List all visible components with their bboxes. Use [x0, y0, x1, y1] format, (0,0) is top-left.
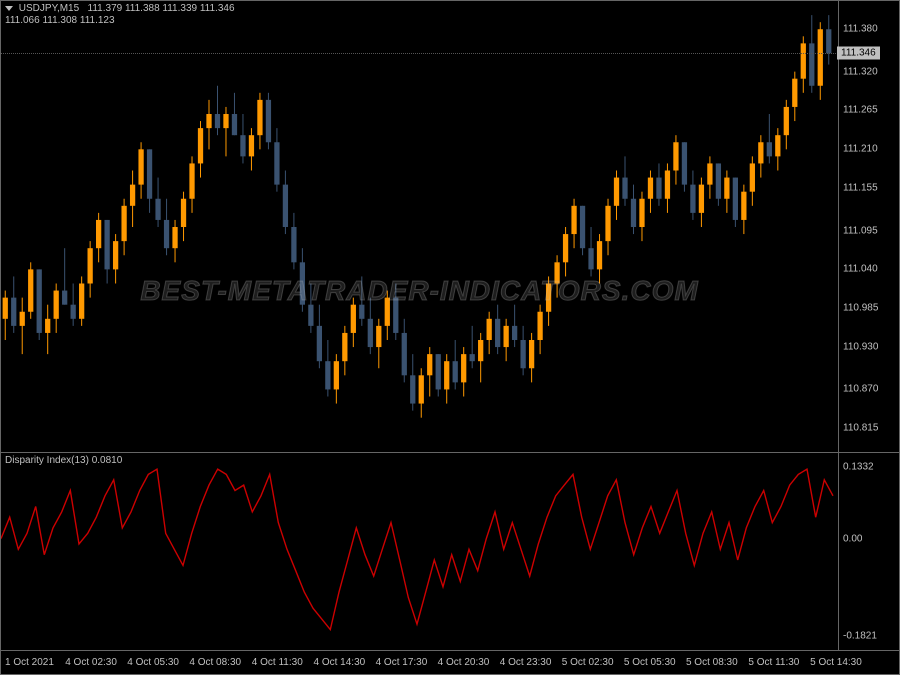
- indicator-svg: [1, 453, 839, 651]
- trading-chart: USDJPY,M15 111.379 111.388 111.339 111.3…: [0, 0, 900, 675]
- indicator-y-axis: 0.1332 0.00 -0.1821: [837, 453, 899, 651]
- time-tick: 4 Oct 17:30: [376, 657, 428, 668]
- time-tick: 4 Oct 23:30: [500, 657, 552, 668]
- indicator-tick: -0.1821: [843, 631, 877, 642]
- time-tick: 5 Oct 02:30: [562, 657, 614, 668]
- time-tick: 4 Oct 08:30: [189, 657, 241, 668]
- time-tick: 1 Oct 2021: [5, 657, 54, 668]
- current-price-line: [1, 53, 838, 54]
- price-tick: 110.930: [843, 342, 878, 353]
- price-tick: 111.095: [843, 225, 878, 236]
- time-tick: 4 Oct 02:30: [65, 657, 117, 668]
- time-tick: 4 Oct 20:30: [438, 657, 490, 668]
- time-tick: 4 Oct 11:30: [252, 657, 303, 668]
- price-tick: 111.320: [843, 66, 878, 77]
- time-tick: 5 Oct 08:30: [686, 657, 738, 668]
- price-tick: 110.815: [843, 423, 878, 434]
- price-tick: 111.265: [843, 105, 878, 116]
- price-tick: 110.870: [843, 384, 878, 395]
- price-y-axis: 111.380 111.320 111.265 111.210 111.155 111.0…: [837, 1, 899, 453]
- price-tick: 111.155: [843, 183, 878, 194]
- indicator-panel[interactable]: Disparity Index(13) 0.0810: [1, 453, 839, 651]
- price-tick: 110.985: [843, 303, 878, 314]
- time-tick: 5 Oct 05:30: [624, 657, 676, 668]
- chart-header: USDJPY,M15 111.379 111.388 111.339 111.3…: [5, 3, 235, 14]
- price-tick: 111.380: [843, 24, 878, 35]
- price-chart-panel[interactable]: USDJPY,M15 111.379 111.388 111.339 111.3…: [1, 1, 839, 453]
- time-tick: 4 Oct 05:30: [127, 657, 179, 668]
- indicator-tick: 0.00: [843, 533, 862, 544]
- price-tick: 111.210: [843, 144, 878, 155]
- price-tick: 111.040: [843, 264, 878, 275]
- indicator-tick: 0.1332: [843, 462, 874, 473]
- symbol-label: USDJPY,M15: [19, 3, 79, 14]
- ohlc-label: 111.379 111.388 111.339 111.346: [88, 3, 235, 14]
- chevron-down-icon[interactable]: [5, 6, 13, 11]
- time-tick: 4 Oct 14:30: [314, 657, 366, 668]
- time-tick: 5 Oct 14:30: [810, 657, 862, 668]
- indicator-header: Disparity Index(13) 0.0810: [5, 455, 122, 466]
- current-price-label: 111.346: [837, 47, 880, 60]
- time-x-axis: 1 Oct 2021 4 Oct 02:30 4 Oct 05:30 4 Oct 08…: [1, 649, 900, 674]
- candlestick-svg: [1, 1, 839, 453]
- header-line2: 111.066 111.308 111.123: [5, 15, 115, 26]
- time-tick: 5 Oct 11:30: [748, 657, 799, 668]
